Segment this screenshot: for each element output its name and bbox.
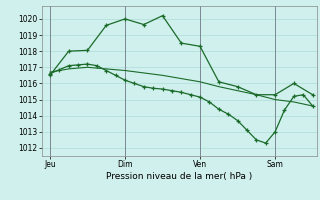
X-axis label: Pression niveau de la mer( hPa ): Pression niveau de la mer( hPa ) [106,172,252,181]
